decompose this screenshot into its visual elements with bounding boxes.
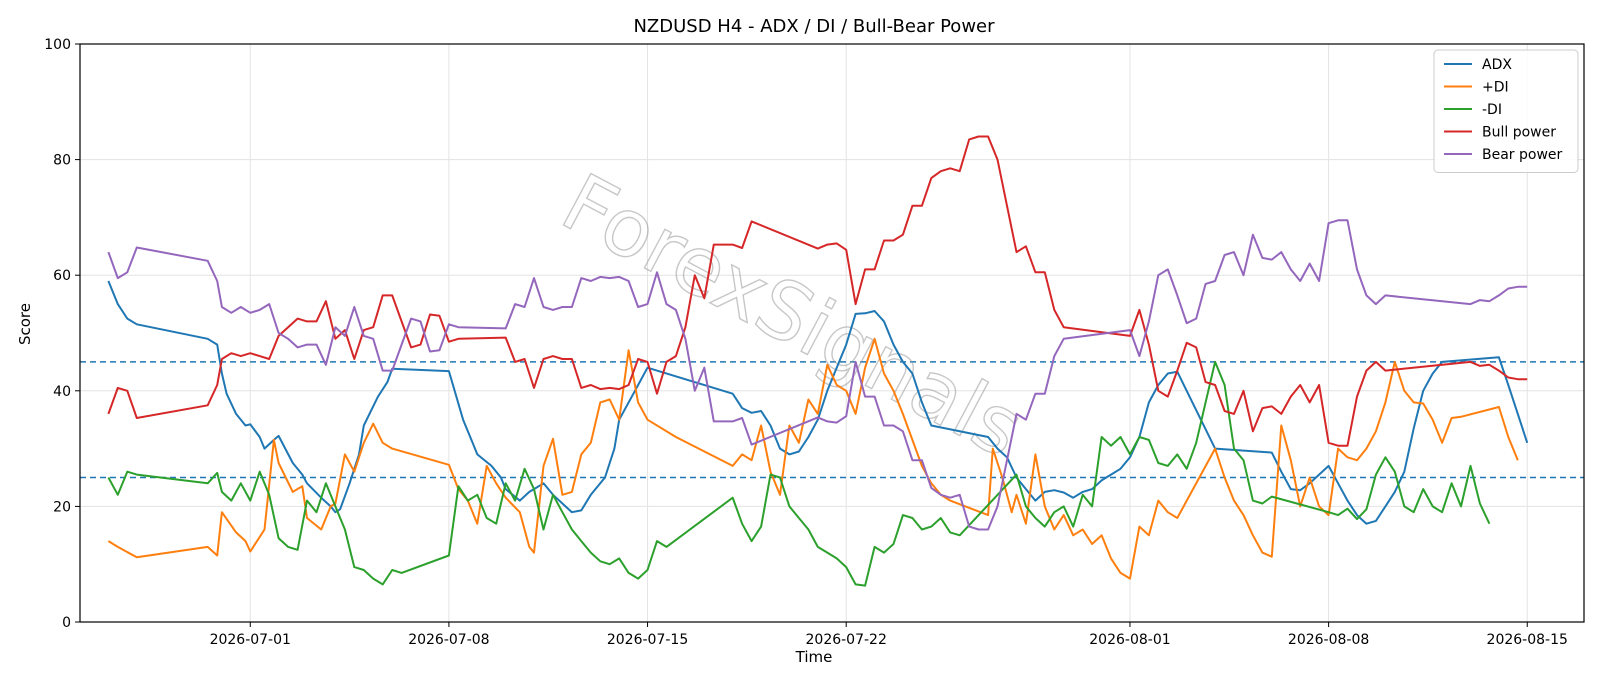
series-line-adx [107,280,1529,525]
series-line-di [107,337,1519,580]
x-tick-label: 2026-08-15 [1487,632,1568,648]
x-tick-label: 2026-08-08 [1288,632,1369,648]
series-lines [107,135,1529,587]
y-axis-label: Score [16,303,34,345]
series-line-bull-power [107,135,1528,447]
legend-label: Bear power [1482,147,1563,163]
x-tick-label: 2026-07-08 [408,632,489,648]
series-line-di [107,360,1491,587]
y-tick-label: 40 [53,384,71,400]
y-tick-label: 0 [62,615,71,631]
x-tick-label: 2026-07-01 [210,632,291,648]
legend-label: +DI [1482,80,1509,96]
x-tick-label: 2026-07-15 [607,632,688,648]
y-tick-label: 20 [53,499,71,515]
legend-label: Bull power [1482,125,1556,141]
chart-title: NZDUSD H4 - ADX / DI / Bull-Bear Power [633,16,995,37]
legend: ADX +DI -DI Bull power Bear power [1433,49,1579,173]
y-tick-label: 100 [44,37,71,53]
x-tick-label: 2026-07-22 [806,632,887,648]
x-axis-label: Time [795,648,833,666]
x-axis-ticks: 2026-07-01 2026-07-08 2026-07-15 2026-07-22… [210,622,1568,648]
y-tick-label: 60 [53,268,71,284]
series-line-bear-power [107,219,1528,531]
y-axis-ticks: 0 20 40 60 80 100 [44,37,80,631]
y-tick-label: 80 [53,153,71,169]
legend-label: -DI [1482,102,1502,118]
plot-area-frame [79,43,1585,623]
legend-box [1433,49,1579,173]
x-tick-label: 2026-08-01 [1089,632,1170,648]
legend-label: ADX [1482,57,1512,73]
